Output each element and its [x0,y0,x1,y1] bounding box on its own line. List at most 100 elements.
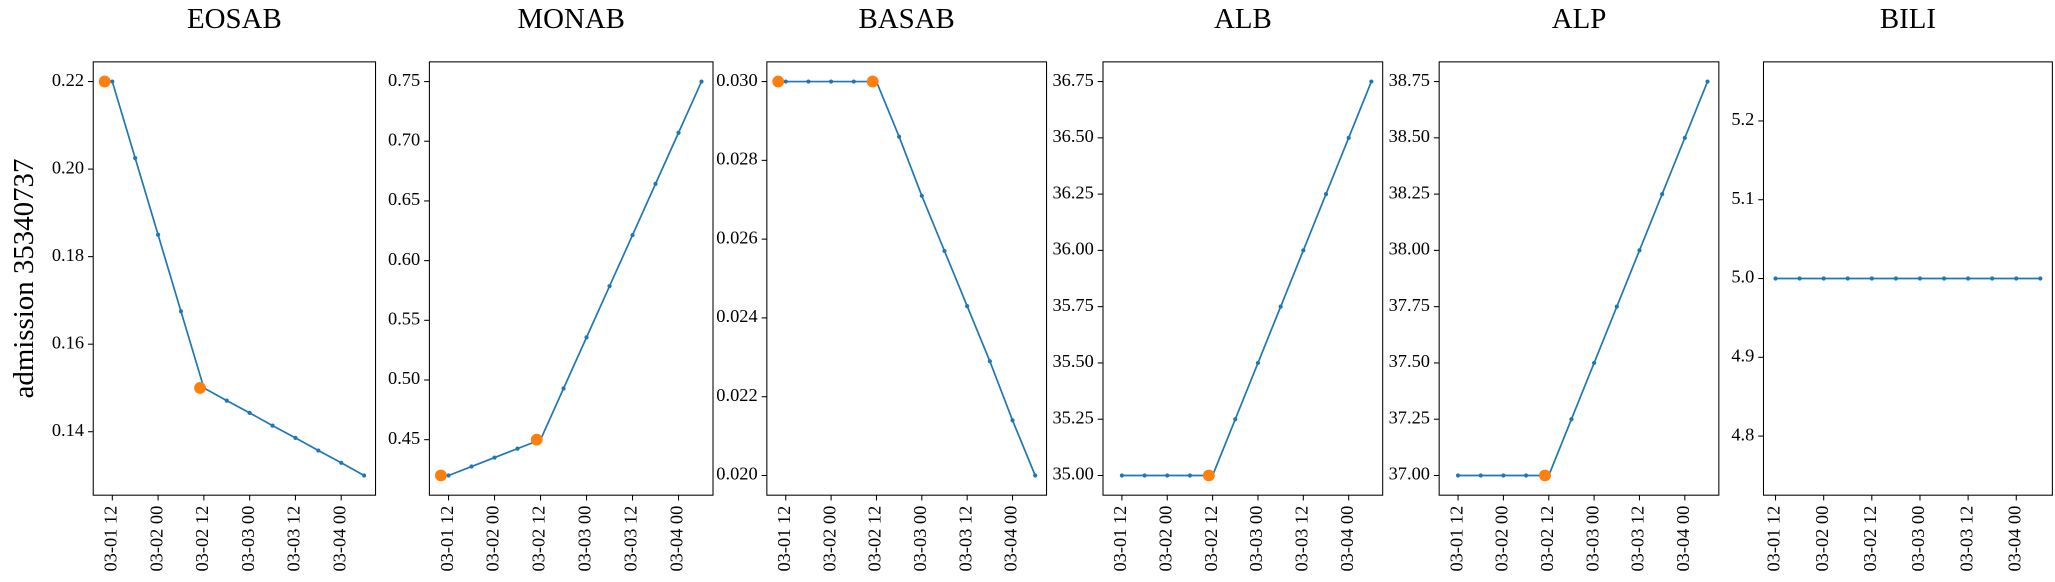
y-tick-label: 0.45 [388,428,420,448]
point [806,79,811,84]
x-tick-label: 03-04 00 [1673,506,1693,572]
point [1369,79,1374,84]
x-tick-label: 03-01 12 [101,506,121,572]
series-line [1121,81,1373,477]
point [155,232,161,237]
y-tick-label: 0.16 [52,332,84,352]
y-tick-label: 36.00 [1052,239,1093,259]
x-tick-label: 03-04 00 [329,506,349,572]
x-tick-label: 03-02 00 [1492,506,1512,572]
point [1119,473,1125,478]
point [1187,473,1193,478]
point [897,134,902,139]
series-line [1458,81,1709,477]
x-tick-label: 03-03 12 [955,506,975,572]
point [676,130,681,135]
observed-point [530,433,543,446]
x-tick-label: 03-04 00 [2004,506,2024,572]
x-tick-label: 03-03 00 [575,506,595,572]
x-tick-label: 03-01 12 [437,506,457,572]
x-tick-label: 03-02 00 [483,506,503,572]
point [1255,360,1261,366]
point [1893,276,1898,281]
y-tick-label: 5.2 [1731,109,1754,129]
y-axis-label: admission 35340737 [8,159,40,399]
x-tick-label: 03-02 00 [146,506,166,572]
point [1346,135,1351,140]
observed-point [772,75,785,88]
x-tick-label: 03-01 12 [1446,506,1466,572]
axes-frame [1438,61,1720,496]
point [178,309,184,314]
observed-point [98,75,111,88]
y-tick-label: 35.75 [1052,295,1093,315]
point [1869,276,1874,281]
x-tick-label: 03-01 12 [1110,506,1130,572]
y-tick-label: 36.50 [1052,126,1093,146]
y-tick-label: 0.20 [52,157,84,177]
point [1797,276,1802,281]
point [987,359,992,364]
x-tick-label: 03-03 00 [1908,506,1928,572]
point [851,79,856,84]
x-tick-label: 03-03 12 [621,506,641,572]
axes-frame [92,61,377,496]
x-tick-label: 03-02 00 [819,506,839,572]
y-tick-label: 0.65 [388,189,420,209]
subplot-title: BILI [1880,3,1936,35]
y-tick-label: 0.024 [716,306,757,326]
point [653,181,658,186]
point [919,193,924,198]
point [492,455,497,460]
point [1501,473,1506,478]
point [247,410,252,416]
x-tick-label: 03-02 12 [1537,506,1557,572]
subplot-title: EOSAB [187,3,282,35]
series-line [111,81,365,477]
point [133,156,138,161]
y-tick-label: 5.0 [1731,267,1754,287]
observed-point [866,75,879,88]
point [561,386,566,391]
y-tick-label: 0.020 [716,464,757,484]
x-tick-label: 03-02 12 [1860,506,1880,572]
y-tick-label: 0.55 [388,309,420,329]
point [1705,79,1710,84]
subplot-title: ALB [1214,3,1272,35]
point [699,79,704,84]
y-tick-label: 36.75 [1052,70,1093,90]
point [1941,276,1947,281]
y-tick-label: 4.8 [1731,424,1754,444]
y-tick-label: 38.00 [1389,239,1430,259]
axes-frame [766,61,1048,496]
axes-frame [1102,61,1384,496]
y-tick-label: 38.50 [1389,126,1430,146]
point [1478,473,1483,478]
subplot-title: ALP [1552,3,1607,35]
point [2014,276,2019,281]
point [293,435,298,440]
point [1455,473,1461,478]
point [1845,276,1850,281]
y-tick-label: 5.1 [1731,188,1754,208]
series-line [448,81,703,477]
observed-point [1539,469,1551,482]
y-tick-label: 0.030 [716,70,757,90]
x-tick-label: 03-02 00 [1812,506,1832,572]
x-tick-label: 03-03 12 [1292,506,1312,572]
point [1033,473,1038,478]
y-tick-label: 0.022 [716,385,757,405]
point [1917,276,1923,281]
x-tick-label: 03-02 00 [1155,506,1175,572]
point [1142,473,1147,478]
y-tick-label: 35.00 [1052,464,1093,484]
point [339,460,344,465]
subplot-title: BASAB [859,3,955,35]
point [630,232,635,238]
point [584,335,589,340]
point [362,473,367,478]
x-tick-label: 03-03 00 [910,506,930,572]
axes-frame [428,61,714,496]
y-tick-label: 35.50 [1052,351,1093,371]
observed-point [434,469,447,482]
